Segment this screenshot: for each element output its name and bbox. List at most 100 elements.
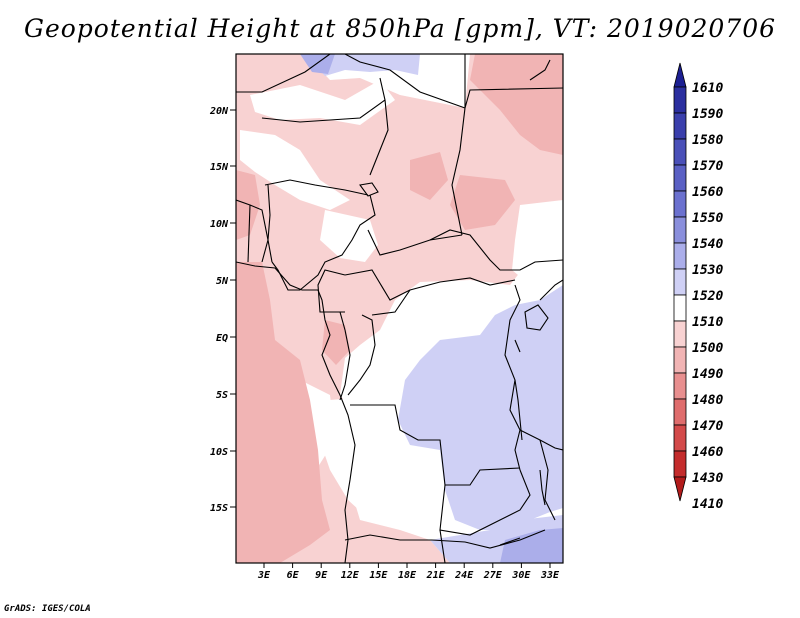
colorbar-label: 1430 — [692, 471, 723, 486]
colorbar-label: 1480 — [692, 393, 723, 408]
lon-tick-label: 6E — [287, 570, 300, 581]
colorbar-segment — [673, 190, 687, 218]
colorbar: 1610 1590 1580 1570 1560 1550 1540 1530 1520 1510… — [673, 62, 723, 512]
contour-1520-congo — [398, 285, 563, 530]
colorbar-label: 1540 — [692, 237, 723, 252]
colorbar-label: 1560 — [692, 185, 723, 200]
border-angola-namibia — [344, 534, 432, 541]
border-namibia-botswana — [439, 529, 446, 563]
colorbar-label: 1610 — [692, 81, 723, 96]
lon-tick-label: 33E — [540, 570, 560, 581]
colorbar-top-arrow — [673, 62, 687, 88]
lat-tick-label: 5S — [216, 390, 228, 401]
colorbar-label: 1550 — [692, 211, 723, 226]
contour-1510-sahel — [240, 130, 350, 210]
colorbar-segment — [673, 372, 687, 400]
colorbar-segment — [673, 346, 687, 374]
colorbar-segment — [673, 268, 687, 296]
colorbar-segment — [673, 242, 687, 270]
map-frame — [235, 53, 564, 564]
colorbar-label: 1590 — [692, 107, 723, 122]
plot-title: Geopotential Height at 850hPa [gpm], VT:… — [23, 14, 777, 43]
colorbar-segment — [673, 164, 687, 192]
colorbar-label: 1520 — [692, 289, 723, 304]
border-sudan-southsudan — [429, 229, 563, 271]
colorbar-bottom-arrow — [673, 476, 687, 502]
lon-tick-label: 9E — [315, 570, 328, 581]
colorbar-label: 1500 — [692, 341, 723, 356]
contour-1490-sudan — [450, 175, 515, 230]
lon-tick-label: 12E — [341, 570, 360, 581]
lon-tick-label: 21E — [426, 570, 446, 581]
lat-tick-label: EQ — [216, 333, 228, 344]
border-gabon-congo — [339, 329, 351, 401]
border-nigeria-cameroon — [271, 194, 376, 291]
lat-tick-label: 5N — [216, 276, 229, 287]
lon-tick-label: 24E — [454, 570, 474, 581]
colorbar-segment — [673, 86, 687, 114]
border-ghana-togo — [247, 204, 251, 263]
border-westafrica — [236, 199, 269, 263]
contour-1490-chad — [410, 152, 448, 200]
red-sea-coast — [529, 59, 551, 81]
colorbar-segment — [673, 294, 687, 322]
colorbar-label: 1470 — [692, 419, 723, 434]
colorbar-segment — [673, 320, 687, 348]
border-drc-north — [371, 289, 411, 316]
border-chad-car — [367, 229, 463, 256]
border-egypt-sudan — [464, 54, 563, 109]
contour-1520-north — [305, 54, 420, 76]
border-malawi — [539, 439, 556, 521]
border-algeria-niger — [344, 54, 466, 109]
border-libya-chad — [369, 77, 389, 176]
border-zambia-south — [431, 529, 546, 549]
lat-tick-label: 10N — [210, 219, 229, 230]
colorbar-segment — [673, 216, 687, 244]
lat-tick-label: 15N — [210, 162, 229, 173]
height-field — [236, 54, 563, 563]
latitude-axis: 20N 15N 10N 5N EQ 5S 10S 15S — [209, 106, 236, 514]
border-congo-drc — [347, 314, 376, 396]
lon-tick-label: 15E — [369, 570, 388, 581]
lon-tick-label: 27E — [483, 570, 503, 581]
contour-1530-north — [300, 54, 335, 74]
border-benin-nigeria — [267, 184, 273, 263]
lake-malawi — [539, 469, 546, 506]
country-borders — [236, 54, 563, 563]
lake-victoria — [524, 304, 549, 331]
longitude-axis: 3E 6E 9E 12E 15E 18E 21E 24E 27E 30E 33E — [257, 563, 560, 581]
contour-1490-westafrica — [236, 170, 260, 240]
lon-tick-label: 3E — [257, 570, 271, 581]
coast-gulf-of-guinea — [236, 261, 356, 563]
border-mali-algeria — [236, 54, 331, 93]
border-tanzania — [519, 429, 563, 451]
colorbar-segment — [673, 138, 687, 166]
colorbar-label: 1460 — [692, 445, 723, 460]
colorbar-label: 1410 — [692, 497, 723, 512]
colorbar-segment — [673, 424, 687, 452]
grads-credit: GrADS: IGES/COLA — [4, 604, 91, 614]
contour-1510-north — [250, 80, 395, 125]
colorbar-label: 1510 — [692, 315, 723, 330]
lon-tick-label: 30E — [511, 570, 531, 581]
contour-1490-northeast — [470, 54, 563, 155]
border-drc-angola — [350, 404, 521, 486]
contour-1490-atlantic — [236, 262, 330, 563]
colorbar-label: 1490 — [692, 367, 723, 382]
lat-tick-label: 20N — [209, 106, 229, 117]
border-car-south — [344, 269, 516, 301]
border-chad-sudan — [451, 107, 466, 236]
lake-chad — [359, 182, 379, 197]
border-niger-nigeria — [264, 179, 369, 196]
lake-tanganyika — [514, 379, 523, 441]
lon-tick-label: 18E — [398, 570, 417, 581]
lat-tick-label: 10S — [210, 447, 228, 458]
colorbar-label: 1570 — [692, 159, 723, 174]
border-cameroon-car — [317, 269, 346, 331]
lake-kariba — [499, 537, 521, 546]
coastlines — [236, 59, 551, 563]
contour-1530-southeast — [500, 528, 563, 563]
colorbar-label: 1530 — [692, 263, 723, 278]
border-uganda-kenya — [539, 279, 563, 301]
